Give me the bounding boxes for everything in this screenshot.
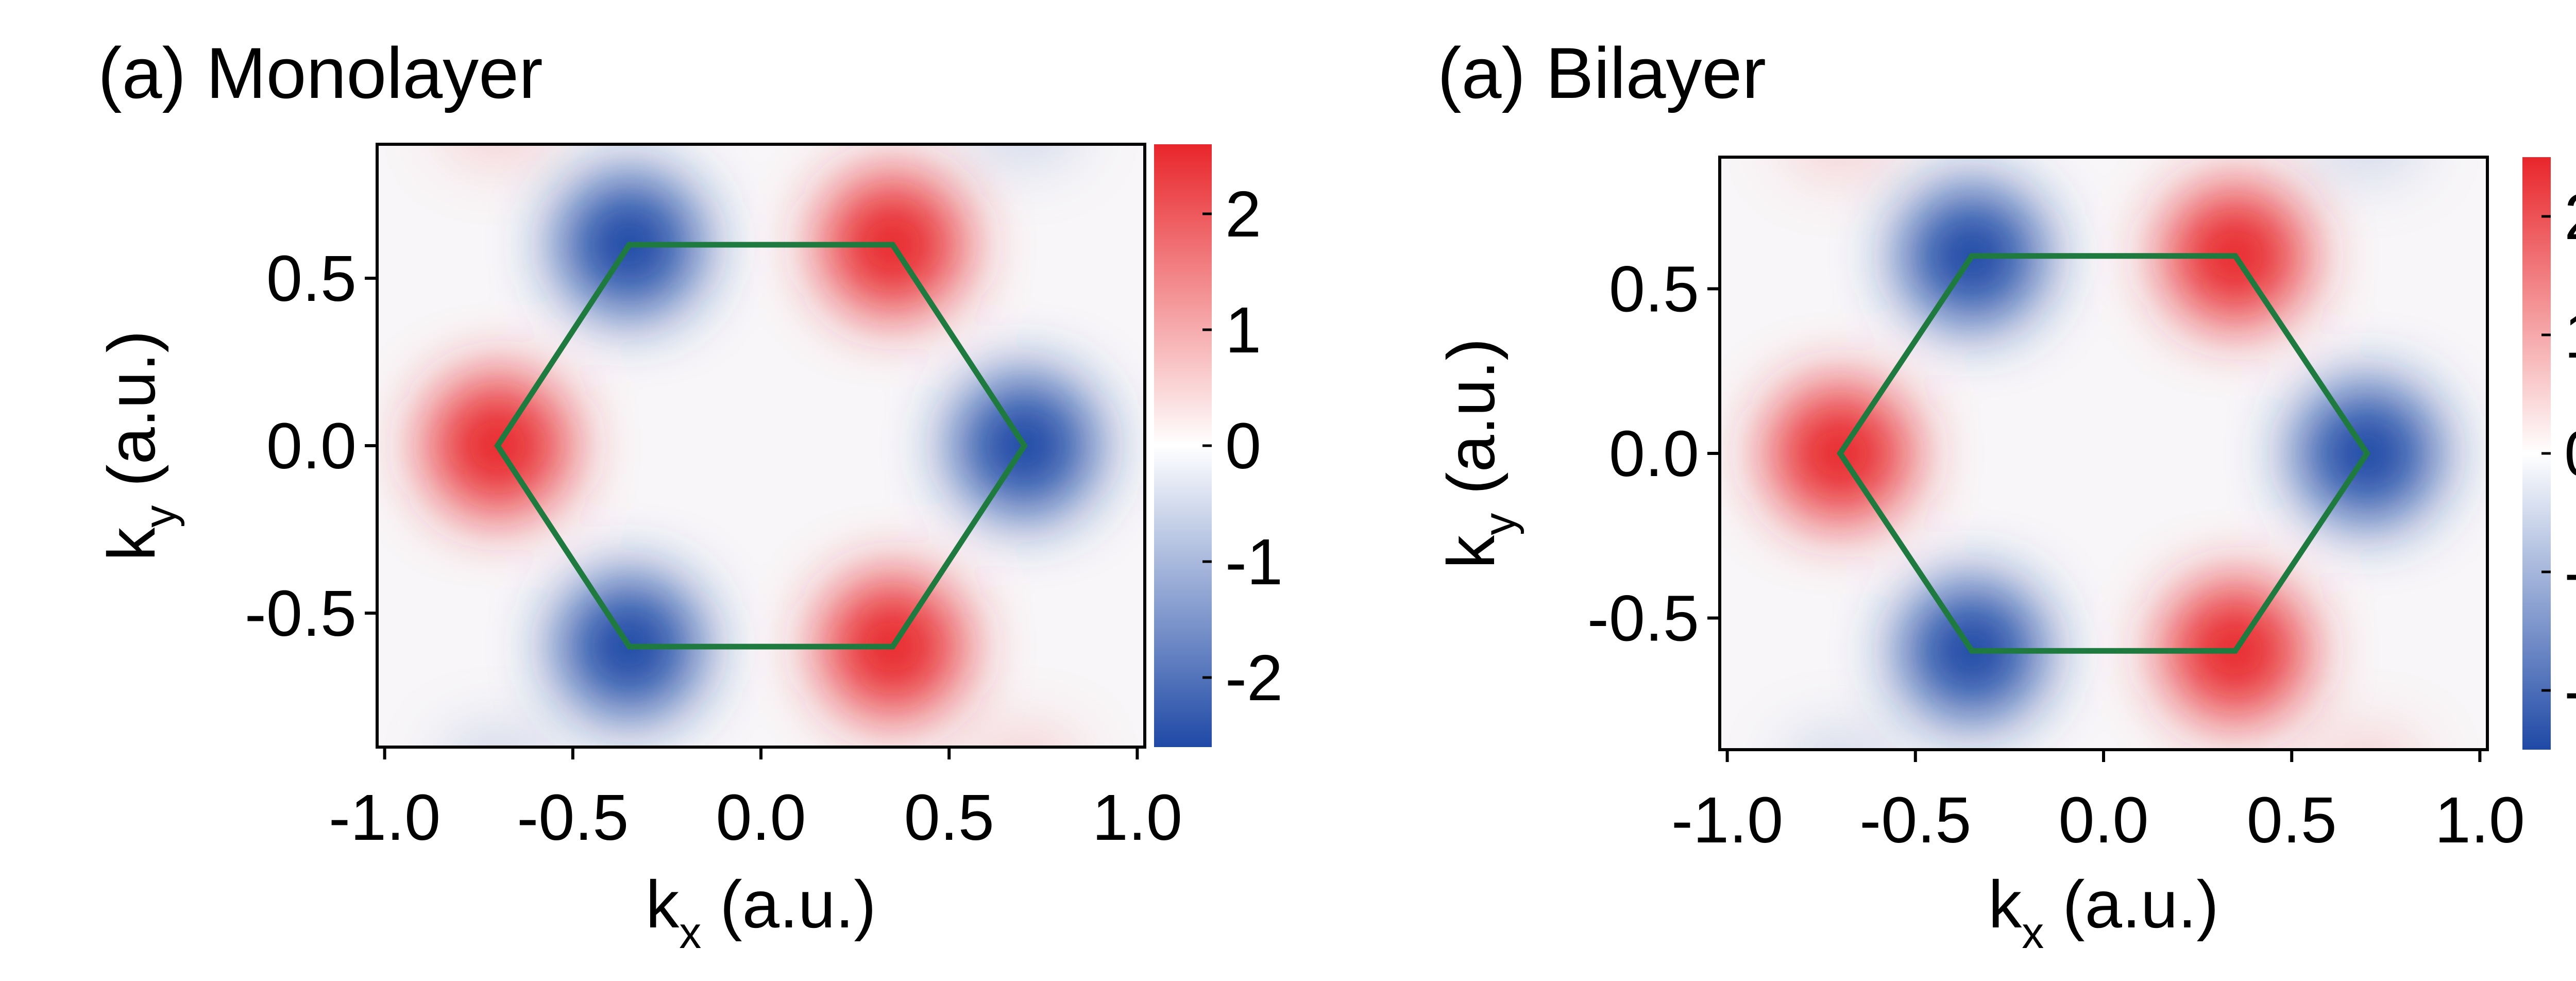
x-tick-label: -1.0: [1671, 784, 1783, 856]
colorbar-tick-label: 1: [1225, 294, 1261, 366]
colorbar-tick-label: 2: [1225, 178, 1261, 250]
x-tick-label: 0.5: [904, 781, 994, 854]
colorbar-tick-label: -2: [1225, 641, 1283, 714]
x-tick-label: 1.0: [1092, 781, 1182, 854]
panel-title: (a) Bilayer: [1437, 32, 1766, 113]
x-tick-label: -0.5: [1859, 784, 1971, 856]
heatmap: [377, 144, 1145, 747]
x-tick-label: 1.0: [2435, 784, 2525, 856]
edge-lobe-2: [974, 144, 1075, 163]
x-tick-label: -1.0: [329, 781, 440, 854]
colorbar-tick-label: 1: [2564, 299, 2576, 371]
edge-lobe-1: [1790, 157, 1891, 176]
x-tick-label: 0.0: [716, 781, 806, 854]
colorbar-tick-label: -2: [2564, 654, 2576, 727]
x-tick-label: 0.5: [2247, 784, 2337, 856]
y-tick-label: 0.0: [266, 410, 357, 482]
x-tick-label: -0.5: [517, 781, 629, 854]
brillouin-zone-hexagon: [494, 242, 1028, 650]
colorbar-tick-label: 2: [2564, 180, 2576, 253]
colorbar: [1154, 144, 1212, 747]
colorbar-tick-label: -1: [1225, 526, 1283, 598]
y-axis-label: ky (a.u.): [1433, 338, 1524, 569]
x-tick-label: 0.0: [2058, 784, 2148, 856]
panel-1: (a) Monolayer -1.0 -0.5 0.0 0.5 1.0 -0.5 0.0 0.5…: [94, 32, 1283, 958]
y-axis-label: ky (a.u.): [94, 330, 185, 561]
colorbar-tick-label: 0: [2564, 417, 2576, 490]
edge-lobe-2: [2316, 157, 2417, 176]
colorbar-tick-label: -1: [2564, 536, 2576, 608]
panel-title: (a) Monolayer: [98, 32, 543, 113]
heatmap: [1720, 157, 2487, 750]
x-axis-label: kx (a.u.): [1988, 867, 2219, 958]
edge-lobe-1: [447, 144, 548, 163]
edge-lobe-4: [974, 729, 1075, 747]
edge-lobe-4: [2316, 731, 2417, 750]
y-tick-label: 0.5: [1609, 253, 1699, 326]
y-tick-label: -0.5: [245, 577, 357, 650]
edge-lobe-3: [1790, 731, 1891, 750]
y-tick-label: 0.5: [266, 242, 357, 315]
x-axis-label: kx (a.u.): [646, 867, 876, 958]
y-tick-label: 0.0: [1609, 417, 1699, 490]
edge-lobe-3: [447, 729, 548, 747]
panel-2: (a) Bilayer -1.0 -0.5 0.0 0.5 1.0 -0.5 0.0 0.5 kx…: [1433, 32, 2576, 958]
colorbar-tick-label: 0: [1225, 410, 1261, 482]
y-tick-label: -0.5: [1587, 582, 1699, 654]
brillouin-zone-hexagon: [1837, 253, 2370, 654]
